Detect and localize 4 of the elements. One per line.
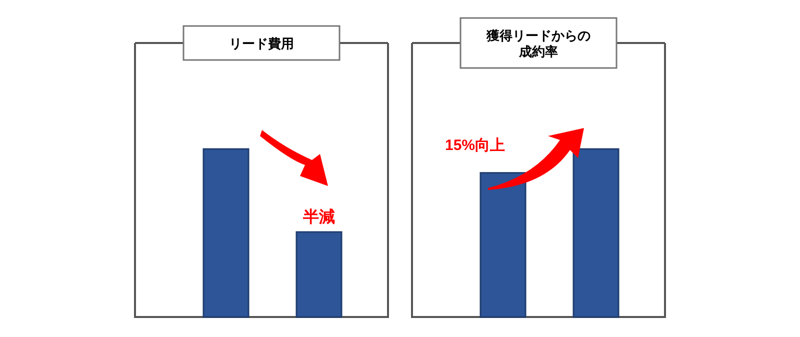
annotation: 15%向上 [444,137,506,154]
annotation: 半減 [302,208,335,226]
chart-title: 獲得リードからの成約率 [486,28,590,59]
chart-title: リード費用 [229,36,294,51]
